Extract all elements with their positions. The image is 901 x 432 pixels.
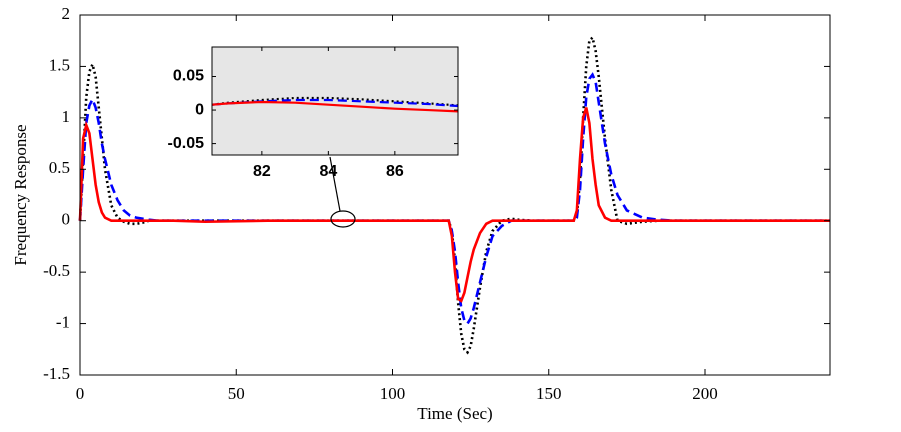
y-tick-label: 0 [62, 210, 71, 229]
x-tick-label: 100 [380, 384, 406, 403]
y-tick-label: 0.5 [49, 158, 70, 177]
x-tick-label: 84 [319, 163, 337, 180]
x-tick-label: 200 [692, 384, 718, 403]
x-tick-label: 0 [76, 384, 85, 403]
y-tick-label: -1.5 [43, 364, 70, 383]
x-tick-label: 86 [386, 163, 404, 180]
series-line [78, 72, 830, 326]
y-tick-label: -0.05 [168, 135, 205, 152]
y-tick-label: -1 [56, 312, 70, 331]
y-tick-label: 1.5 [49, 55, 70, 74]
series-line [78, 107, 830, 303]
x-tick-label: 50 [228, 384, 245, 403]
series-line [211, 98, 459, 108]
zoom-pointer [329, 156, 341, 212]
x-axis-label: Time (Sec) [417, 404, 492, 423]
x-tick-label: 82 [253, 163, 271, 180]
y-tick-label: 0.05 [173, 68, 204, 85]
x-tick-label: 150 [536, 384, 562, 403]
inset-plot: 82 84 86 -0.05 0 0.05 [168, 46, 459, 180]
y-tick-label: 1 [62, 107, 71, 126]
series-line [211, 100, 459, 113]
zoom-marker [330, 210, 356, 228]
series-line [211, 96, 459, 107]
plot-frame [211, 46, 459, 156]
y-tick-label: 2 [62, 4, 71, 23]
plot-frame [79, 14, 831, 376]
y-axis-label: Frequency Response [11, 124, 30, 265]
y-tick-label: -0.5 [43, 261, 70, 280]
series-line [78, 35, 830, 355]
y-tick-label: 0 [195, 101, 204, 118]
plot-area [212, 47, 458, 155]
